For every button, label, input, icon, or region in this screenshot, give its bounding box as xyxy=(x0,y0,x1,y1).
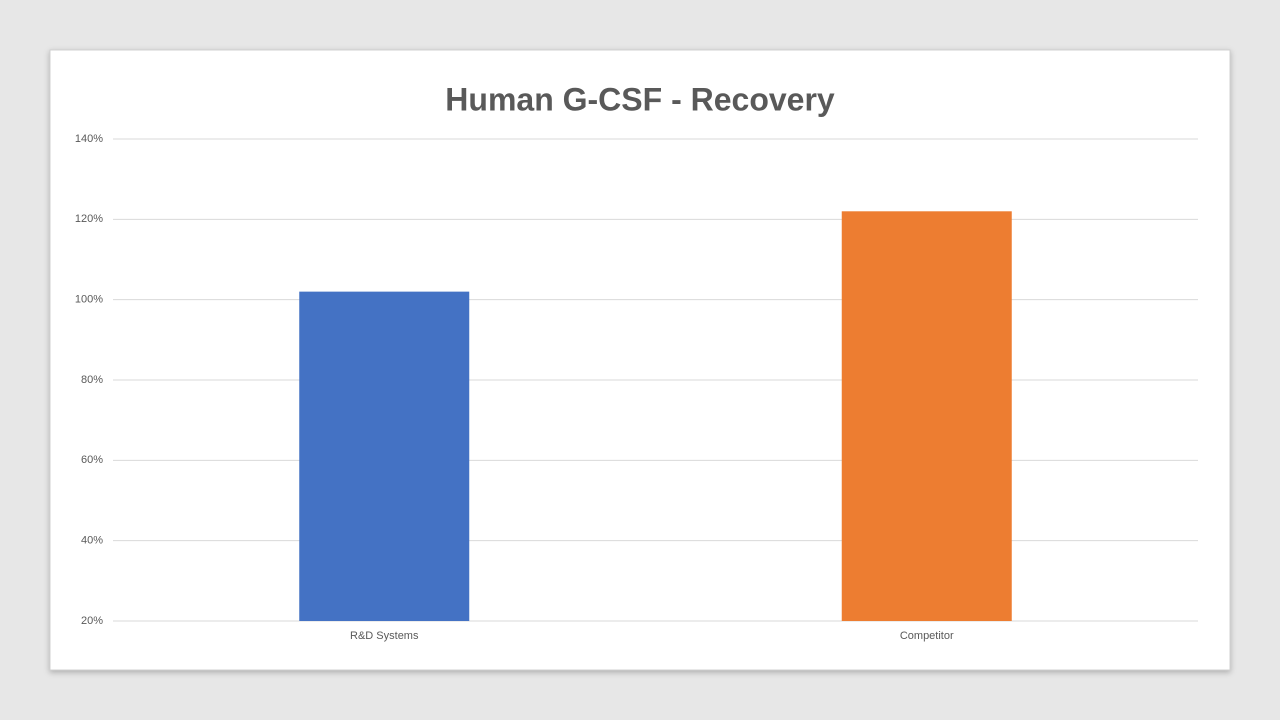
x-tick-label: Competitor xyxy=(900,630,954,642)
y-tick-label: 140% xyxy=(75,133,103,145)
bar xyxy=(841,211,1012,622)
y-tick-label: 60% xyxy=(81,454,103,466)
y-tick-label: 80% xyxy=(81,374,103,386)
chart-title: Human G-CSF - Recovery xyxy=(445,81,835,117)
x-tick-label: R&D Systems xyxy=(350,630,419,642)
bar xyxy=(299,291,470,621)
y-tick-label: 20% xyxy=(81,615,103,627)
y-tick-label: 40% xyxy=(81,535,103,547)
y-tick-label: 100% xyxy=(75,294,103,306)
y-tick-label: 120% xyxy=(75,213,103,225)
chart-area xyxy=(49,49,1231,671)
